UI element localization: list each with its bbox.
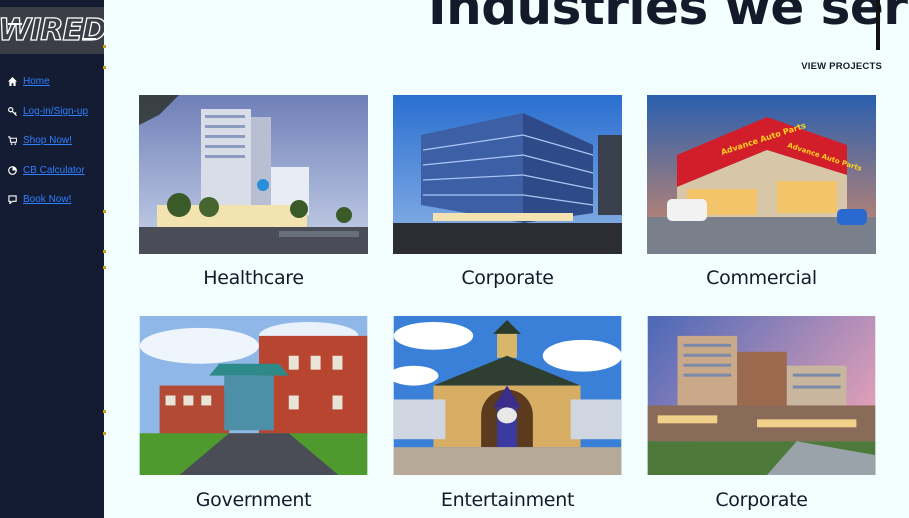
industry-label: Commercial: [706, 267, 817, 289]
logo-text: WIRED: [0, 12, 108, 48]
sidebar-link-home[interactable]: Home: [23, 76, 50, 88]
industry-label: Corporate: [715, 489, 808, 511]
page-title: Industries we serve.: [428, 0, 909, 36]
sidebar-nav: Home Log-in/Sign-up Shop Now! CB Calcula…: [8, 67, 88, 215]
industry-card-government[interactable]: Government: [139, 316, 368, 511]
entertainment-venue-image: [393, 316, 622, 475]
home-icon: [8, 77, 23, 87]
industry-card-entertainment[interactable]: Entertainment: [393, 316, 622, 511]
sidebar-item-login[interactable]: Log-in/Sign-up: [8, 97, 88, 127]
text-caret: [876, 0, 880, 50]
healthcare-building-image: [139, 95, 368, 254]
government-building-image: [139, 316, 368, 475]
industry-label: Entertainment: [440, 489, 575, 511]
sidebar: WIRED Home Log-in/Sign-up Shop Now!: [0, 0, 108, 518]
sidebar-item-home[interactable]: Home: [8, 67, 88, 97]
sidebar-link-login[interactable]: Log-in/Sign-up: [23, 105, 89, 117]
commercial-store-image: Advance Auto Parts Advance Auto Parts: [647, 95, 876, 254]
industry-card-corporate-2[interactable]: Corporate: [647, 316, 876, 511]
industry-card-healthcare[interactable]: Healthcare: [139, 95, 368, 289]
chat-icon: [8, 195, 23, 205]
sidebar-link-calculator[interactable]: CB Calculator: [23, 164, 85, 176]
industry-label: Corporate: [461, 267, 554, 289]
sidebar-item-calculator[interactable]: CB Calculator: [8, 156, 88, 186]
sidebar-item-shop[interactable]: Shop Now!: [8, 126, 88, 156]
industry-card-corporate[interactable]: Corporate: [393, 95, 622, 289]
calculator-icon: [8, 165, 23, 175]
industry-card-commercial[interactable]: Advance Auto Parts Advance Auto Parts Co…: [647, 95, 876, 289]
view-projects-link[interactable]: VIEW PROJECTS: [801, 61, 882, 72]
industry-label: Healthcare: [203, 267, 304, 289]
sidebar-item-book[interactable]: Book Now!: [8, 185, 88, 215]
key-icon: [8, 106, 23, 116]
sidebar-link-book[interactable]: Book Now!: [23, 194, 72, 206]
corporate-office-image: [393, 95, 622, 254]
sidebar-link-shop[interactable]: Shop Now!: [23, 135, 72, 147]
cart-icon: [8, 136, 23, 146]
industry-label: Government: [195, 489, 312, 511]
logo[interactable]: WIRED: [0, 7, 108, 54]
corporate-campus-image: [647, 316, 876, 475]
